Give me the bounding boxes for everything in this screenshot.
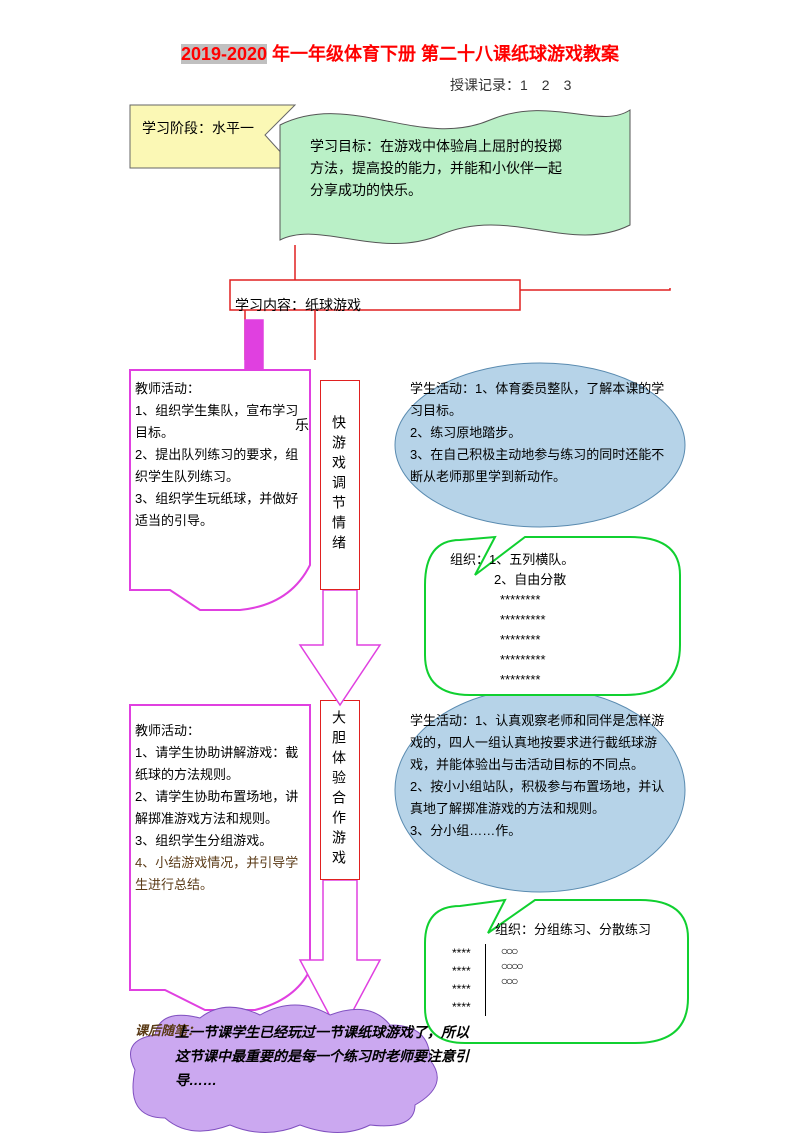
t2-i2: 3、组织学生分组游戏。 <box>135 833 272 848</box>
o2-rc2: ○○○ <box>501 974 522 989</box>
o2-rc1: ○○○○ <box>501 959 522 974</box>
o1-l2: 2、自由分散 <box>494 572 566 587</box>
o1-s4: ******** <box>500 672 540 687</box>
s2-heading: 学生活动： <box>410 713 475 728</box>
goal-text: 学习目标：在游戏中体验肩上屈肘的投掷方法，提高投的能力，并能和小伙伴一起分享成功… <box>310 135 570 201</box>
o1-s2: ******** <box>500 632 540 647</box>
teacher-text-2: 教师活动： 1、请学生协助讲解游戏：截纸球的方法规则。 2、请学生协助布置场地，… <box>135 720 300 896</box>
title-year: 2019-2020 <box>181 44 267 64</box>
o2-rc0: ○○○ <box>501 944 522 959</box>
org-text-2: 组织：分组练习、分散练习 **** **** **** **** ○○○ ○○○… <box>440 920 680 1016</box>
t1-i1: 2、提出队列练习的要求，组织学生队列练习。 <box>135 447 298 484</box>
page-title: 2019-2020 年一年级体育下册 第二十八课纸球游戏教案 <box>0 40 800 66</box>
t2-i0: 1、请学生协助讲解游戏：截纸球的方法规则。 <box>135 745 298 782</box>
teacher-text-1: 教师活动： 1、组织学生集队，宣布学习目标。 2、提出队列练习的要求，组织学生队… <box>135 378 305 532</box>
o2-ls1: **** <box>452 964 471 978</box>
s1-i2: 3、在自己积极主动地参与练习的同时还能不断从老师那里学到新动作。 <box>410 447 664 484</box>
phase-box-1: 快游戏调节情绪 <box>320 380 360 590</box>
s1-i1: 2、练习原地踏步。 <box>410 425 521 440</box>
o2-ls3: **** <box>452 1000 471 1014</box>
t2-i3: 4、小结游戏情况，并引导学生进行总结。 <box>135 855 298 892</box>
content-label: 学习内容：纸球游戏 <box>235 295 361 315</box>
s2-i1: 2、按小小组站队，积极参与布置场地，并认真地了解掷准游戏的方法和规则。 <box>410 779 664 816</box>
phase2-text: 大胆体验合作游戏 <box>331 710 347 870</box>
stage-label: 学习阶段：水平一 <box>142 118 254 138</box>
student-text-2: 学生活动：1、认真观察老师和同伴是怎样游戏的，四人一组认真地按要求进行截纸球游戏… <box>410 710 670 842</box>
org-text-1: 组织：1、五列横队。 2、自由分散 ******** ********* ***… <box>450 550 670 690</box>
o2-heading: 组织：分组练习、分散练习 <box>495 920 680 940</box>
o1-s1: ********* <box>500 612 546 627</box>
teacher2-heading: 教师活动： <box>135 723 200 738</box>
record-label: 授课记录：1 2 3 <box>450 75 571 95</box>
red-connector <box>120 240 680 370</box>
s1-heading: 学生活动： <box>410 381 475 396</box>
o1-s3: ********* <box>500 652 546 667</box>
o2-right: ○○○ ○○○○ ○○○ <box>501 944 522 1016</box>
o2-ls2: **** <box>452 982 471 996</box>
o2-left: **** **** **** **** <box>452 944 486 1016</box>
t1-i2: 3、组织学生玩纸球，并做好适当的引导。 <box>135 491 298 528</box>
t1-i0: 1、组织学生集队，宣布学习目标。 <box>135 403 298 440</box>
phase-box-2: 大胆体验合作游戏 <box>320 700 360 880</box>
phase1-text: 快游戏调节情绪 <box>331 415 347 555</box>
teacher1-heading: 教师活动： <box>135 381 200 396</box>
t2-i1: 2、请学生协助布置场地，讲解掷准游戏方法和规则。 <box>135 789 298 826</box>
student-text-1: 学生活动：1、体育委员整队，了解本课的学习目标。 2、练习原地踏步。 3、在自己… <box>410 378 670 488</box>
o1-heading: 组织：1、五列横队。 <box>450 552 574 567</box>
o2-ls0: **** <box>452 946 471 960</box>
s2-i2: 3、分小组……作。 <box>410 823 521 838</box>
org2-layout: **** **** **** **** ○○○ ○○○○ ○○○ <box>440 944 680 1016</box>
title-rest: 年一年级体育下册 第二十八课纸球游戏教案 <box>267 44 619 64</box>
o1-s0: ******** <box>500 592 540 607</box>
magenta-arrow-1 <box>295 590 385 710</box>
note-text: 上一节课学生已经玩过一节课纸球游戏了，所以这节课中最重要的是每一个练习时老师要注… <box>175 1020 475 1092</box>
